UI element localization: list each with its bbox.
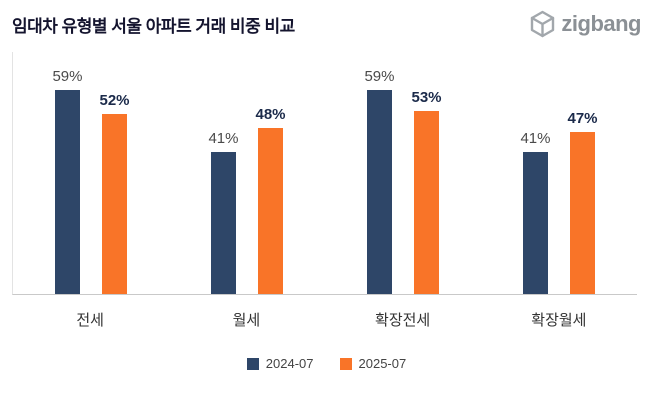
header: 임대차 유형별 서울 아파트 거래 비중 비교 zigbang <box>12 10 641 38</box>
x-axis-label: 확장전세 <box>375 312 431 329</box>
legend-swatch <box>246 357 259 370</box>
bar-wrap: 59% <box>52 52 83 294</box>
value-label: 59% <box>52 68 83 86</box>
bar-chart: 59% 52% 41% 48% 59% 53% 41% 47% 전세 월세 확장전세 확장월세 <box>12 52 641 330</box>
bar-group-1: 59% 52% <box>13 52 169 294</box>
bar-2025-07 <box>258 128 284 294</box>
x-axis-label: 전세 <box>76 312 104 329</box>
bar-2025-07 <box>102 114 128 294</box>
bar-group-3: 59% 53% <box>325 52 481 294</box>
zigbang-logo-text: zigbang <box>561 11 641 36</box>
bar-wrap: 53% <box>412 52 442 294</box>
bar-group-2: 41% 48% <box>169 52 325 294</box>
value-label: 48% <box>255 106 286 124</box>
legend-label: 2025-07 <box>358 356 407 371</box>
value-label: 59% <box>364 68 395 86</box>
bar-group-4: 41% 47% <box>481 52 637 294</box>
value-label: 41% <box>208 130 239 148</box>
value-label: 41% <box>520 130 551 148</box>
value-label: 53% <box>411 88 442 106</box>
x-axis-label: 월세 <box>232 312 261 329</box>
value-label: 47% <box>567 109 598 127</box>
zigbang-logo: zigbang <box>529 10 641 38</box>
bar-wrap: 41% <box>208 52 239 294</box>
bar-2025-07 <box>570 131 596 294</box>
legend-label: 2024-07 <box>265 356 314 371</box>
x-axis-label: 확장월세 <box>531 312 587 329</box>
chart-legend: 2024-07 2025-07 <box>12 356 641 371</box>
page-title: 임대차 유형별 서울 아파트 거래 비중 비교 <box>12 17 295 36</box>
bar-wrap: 47% <box>568 52 598 294</box>
bar-2024-07 <box>522 152 548 294</box>
x-axis-labels: 전세 월세 확장전세 확장월세 <box>12 295 637 330</box>
legend-item-2024-07: 2024-07 <box>246 356 314 371</box>
bar-2025-07 <box>414 110 440 294</box>
bar-2024-07 <box>54 90 80 294</box>
bar-wrap: 59% <box>364 52 395 294</box>
value-label: 52% <box>99 92 130 110</box>
legend-swatch <box>339 357 352 370</box>
bar-wrap: 52% <box>100 52 130 294</box>
bar-2024-07 <box>366 90 392 294</box>
bar-wrap: 41% <box>520 52 551 294</box>
legend-item-2025-07: 2025-07 <box>339 356 407 371</box>
zigbang-cube-icon <box>529 10 556 38</box>
plot-area: 59% 52% 41% 48% 59% 53% 41% 47% <box>12 52 637 295</box>
bar-wrap: 48% <box>256 52 286 294</box>
bar-2024-07 <box>210 152 236 294</box>
